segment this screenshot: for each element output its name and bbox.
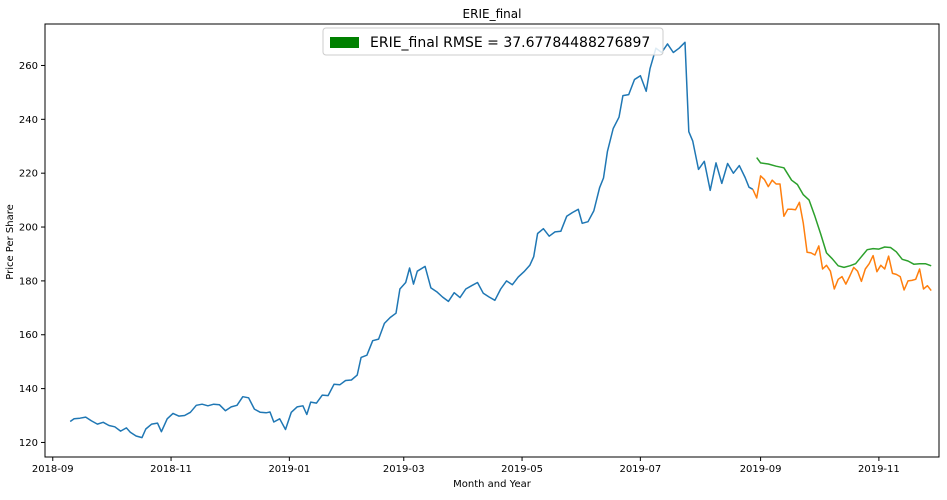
x-tick-label: 2019-03 [383, 464, 425, 475]
x-tick-label: 2019-09 [740, 464, 782, 475]
y-tick-label: 120 [19, 438, 38, 449]
y-tick-label: 140 [19, 384, 38, 395]
y-tick-label: 260 [19, 61, 38, 72]
x-tick-label: 2018-11 [150, 464, 192, 475]
plot-area [44, 23, 940, 458]
train-price-line [69, 41, 754, 439]
y-axis-label: Price Per Share [5, 204, 16, 280]
y-tick-label: 180 [19, 276, 38, 287]
x-axis: 2018-09 2018-11 2019-01 2019-03 2019-05 2019-… [32, 457, 900, 475]
legend-swatch [330, 37, 359, 48]
actual-price-line [752, 175, 932, 292]
plot-frame [44, 23, 940, 458]
x-tick-label: 2019-07 [619, 464, 661, 475]
predicted-price-line [756, 157, 932, 269]
legend-label: ERIE_final RMSE = 37.67784488276897 [370, 35, 650, 51]
x-tick-label: 2019-01 [268, 464, 310, 475]
y-tick-label: 240 [19, 115, 38, 126]
x-axis-label: Month and Year [453, 479, 532, 490]
y-axis: 120 140 160 180 200 220 240 260 [19, 61, 45, 449]
chart-title: ERIE_final [463, 7, 522, 21]
x-tick-label: 2019-11 [858, 464, 900, 475]
x-tick-label: 2019-05 [501, 464, 543, 475]
legend-frame [322, 27, 664, 56]
y-tick-label: 200 [19, 223, 38, 234]
y-tick-label: 160 [19, 330, 38, 341]
legend: ERIE_final RMSE = 37.67784488276897 [322, 27, 664, 56]
y-tick-label: 220 [19, 169, 38, 180]
x-tick-label: 2018-09 [32, 464, 74, 475]
